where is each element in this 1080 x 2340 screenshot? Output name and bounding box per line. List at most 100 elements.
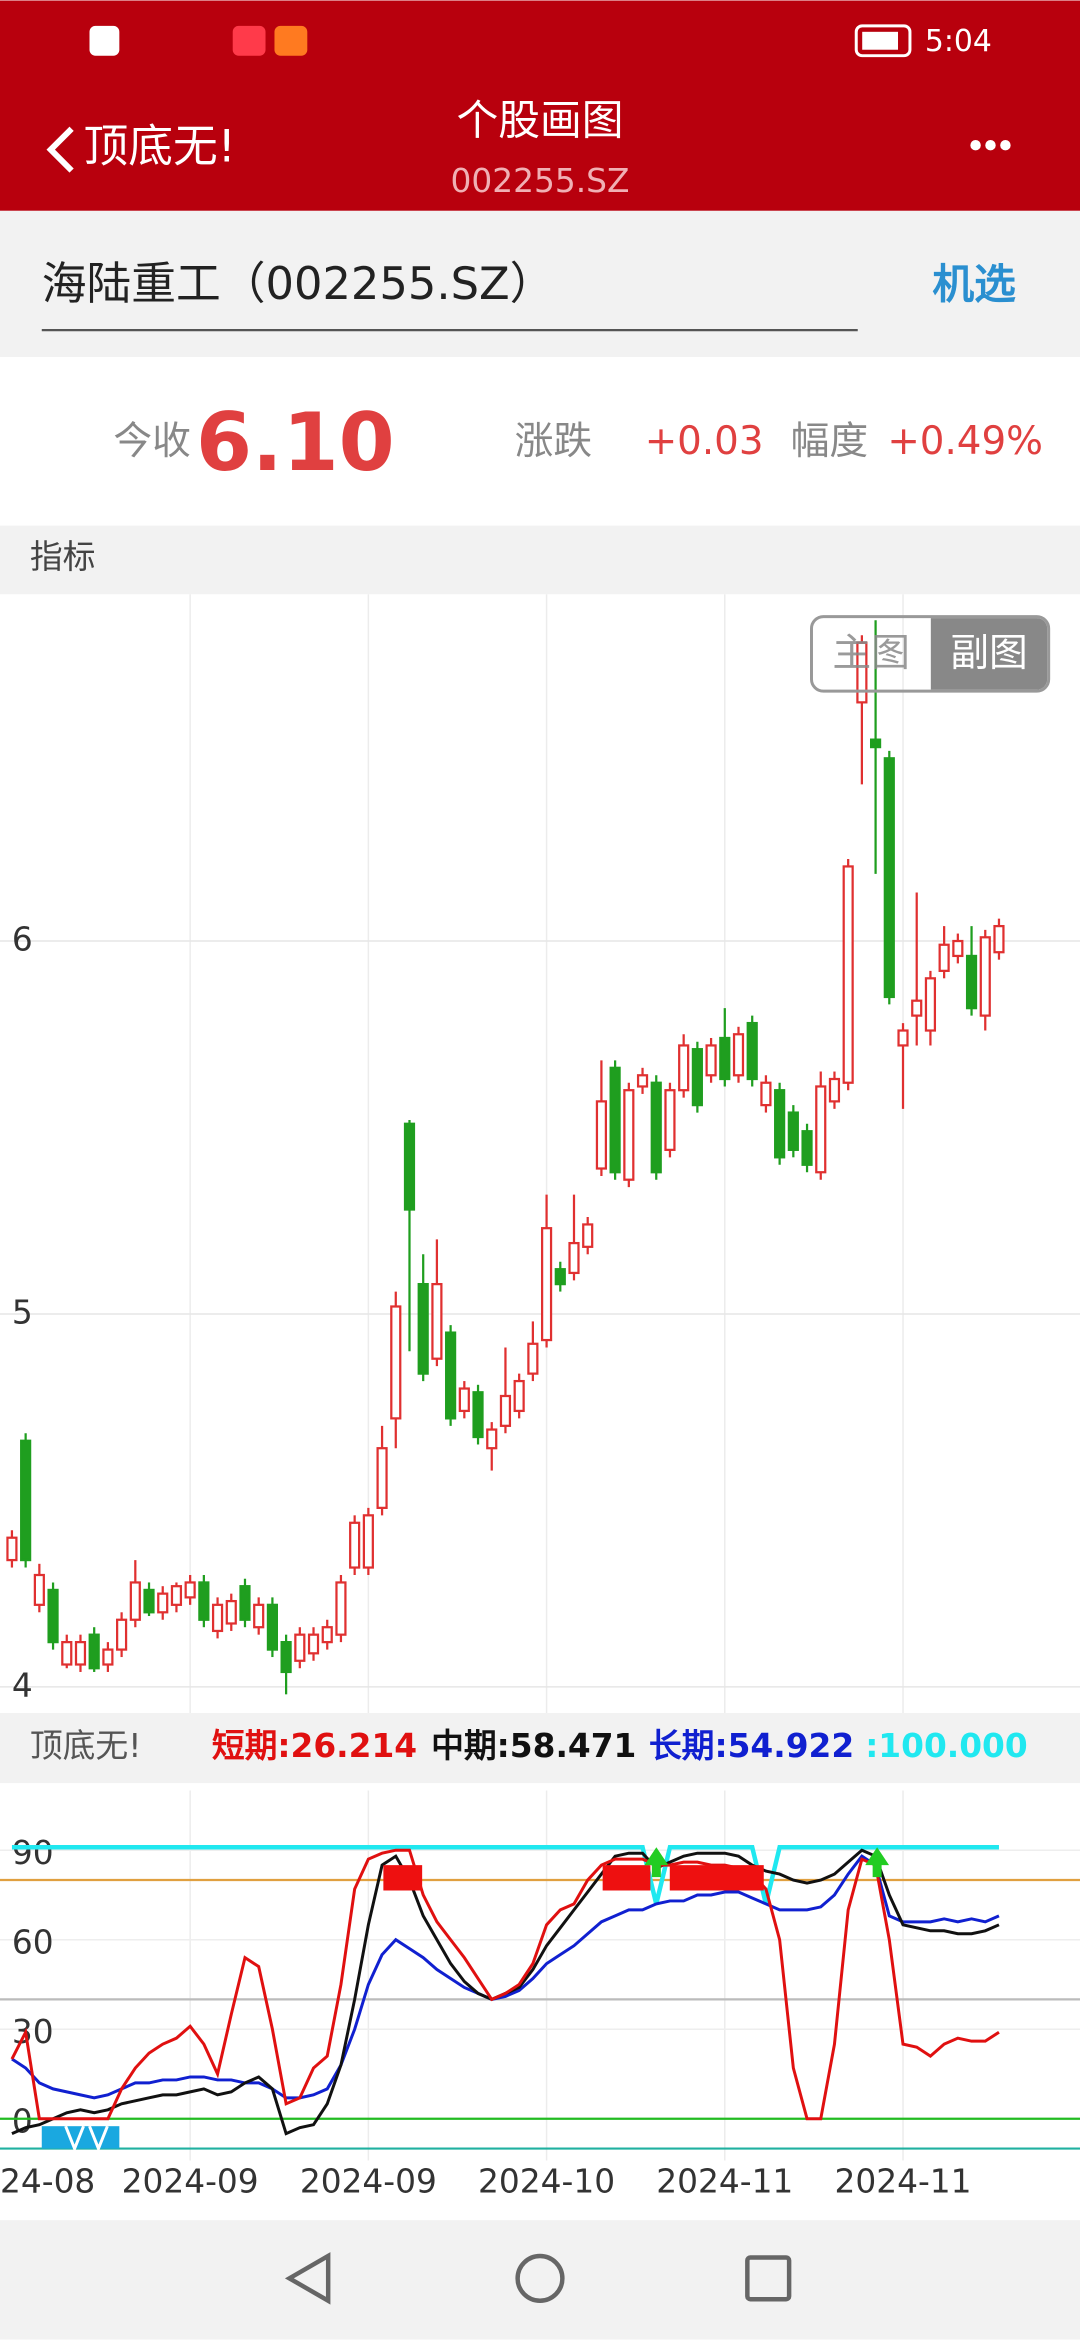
candle-body [911, 999, 923, 1017]
hd-icon [89, 25, 120, 56]
candle-body [417, 1282, 429, 1375]
candle-body [938, 943, 950, 972]
candle-body [431, 1282, 443, 1360]
candle-body [47, 1588, 59, 1644]
stock-input[interactable]: 海陆重工（002255.SZ） [42, 257, 555, 310]
indicator-line [11, 1854, 1000, 2100]
candle-body [472, 1391, 484, 1439]
candle-body [239, 1585, 251, 1621]
time: 5:04 [925, 24, 992, 59]
candle-body [88, 1633, 100, 1670]
x-tick-label: 2024-09 [122, 2162, 259, 2200]
toggle-active-bg [930, 618, 1048, 690]
candle-body [883, 757, 895, 999]
candle-body [924, 977, 937, 1032]
candle-body [445, 1331, 457, 1420]
legend-entry: :100.000 [865, 1727, 1028, 1765]
candle-body [307, 1633, 320, 1655]
signal-block [669, 1865, 764, 1891]
candle-body [33, 1573, 45, 1606]
indicator-line [10, 1848, 1000, 2121]
candle-body [335, 1581, 347, 1636]
pick-button[interactable]: 机选 [932, 259, 1016, 308]
x-tick-label: 2024-11 [656, 2162, 793, 2200]
nav-recent[interactable] [745, 2255, 792, 2302]
candle-body [719, 1036, 731, 1081]
legend-entry: 中期:58.471 [431, 1727, 636, 1765]
toggle-main[interactable]: 主图 [832, 631, 910, 676]
app-icon [274, 25, 308, 56]
candle-body [965, 954, 978, 1010]
signal-arrow [865, 1847, 890, 1878]
section-label: 指标 [30, 538, 96, 576]
candle-body [294, 1633, 306, 1662]
candle-body [253, 1603, 265, 1629]
candle-body [280, 1641, 292, 1674]
candle-body [678, 1044, 690, 1092]
toggle-sub[interactable]: 副图 [950, 631, 1028, 676]
candle-body [787, 1111, 799, 1151]
candle-body [952, 939, 964, 958]
candle-body [513, 1379, 525, 1413]
candle-body [74, 1641, 87, 1666]
y-tick-label: 60 [12, 1924, 54, 1962]
app-icon [232, 25, 266, 56]
back-icon[interactable] [46, 126, 74, 173]
close-label: 今收 [113, 419, 191, 464]
search-bg [0, 210, 1080, 358]
bottom-block-gap [64, 2125, 109, 2153]
candle-body [157, 1592, 169, 1614]
candle-body [349, 1521, 361, 1569]
candle-body [170, 1585, 183, 1606]
close-price: 6.10 [196, 395, 395, 489]
indicator-header-bg [0, 1712, 1080, 1784]
candle-body [760, 1081, 772, 1107]
candle-body [116, 1618, 128, 1651]
indicator-line [11, 1845, 999, 1905]
candle-body [897, 1029, 909, 1047]
candle-body [842, 865, 854, 1084]
candle-body [869, 738, 882, 749]
candle-body [499, 1394, 512, 1427]
candle-body [705, 1044, 717, 1077]
candle-body [390, 1305, 402, 1420]
nav-home[interactable] [515, 2253, 565, 2303]
candle-body [595, 1100, 608, 1170]
back-title[interactable]: 顶底无! [84, 120, 236, 173]
candle-body [198, 1581, 210, 1621]
pct-value: +0.49% [887, 419, 1043, 464]
candle-body [458, 1387, 470, 1413]
section-bg [0, 525, 1080, 595]
candle-body [527, 1342, 539, 1375]
candle-body [321, 1626, 333, 1644]
candle-body [650, 1081, 662, 1174]
candle-body [225, 1599, 237, 1625]
candle-body [815, 1085, 827, 1174]
more-icon[interactable] [970, 139, 1011, 151]
candle-body [979, 936, 991, 1017]
candle-body [664, 1089, 676, 1151]
candle-body [129, 1581, 141, 1621]
candle-body [691, 1048, 703, 1107]
candle-body [582, 1223, 594, 1248]
nav-back[interactable] [284, 2252, 331, 2305]
candle-body [828, 1077, 841, 1103]
candle-body [184, 1581, 196, 1599]
x-tick-label: 2024-10 [478, 2162, 615, 2200]
candle-body [540, 1227, 553, 1342]
x-tick-label: 2024-11 [834, 2162, 971, 2200]
header-bg [0, 0, 1080, 211]
y-tick-label: 4 [12, 1666, 33, 1704]
legend-entry: 长期:54.922 [649, 1727, 854, 1765]
candle-body [20, 1439, 32, 1562]
candle-body [636, 1074, 649, 1088]
change-value: +0.03 [645, 419, 764, 464]
nav-subtitle: 002255.SZ [451, 162, 630, 200]
y-tick-label: 90 [12, 1834, 54, 1872]
candle-body [623, 1089, 635, 1181]
y-tick-label: 5 [12, 1293, 33, 1331]
change-label: 涨跌 [515, 419, 593, 464]
battery-level [862, 31, 899, 50]
candle-body [732, 1033, 745, 1077]
